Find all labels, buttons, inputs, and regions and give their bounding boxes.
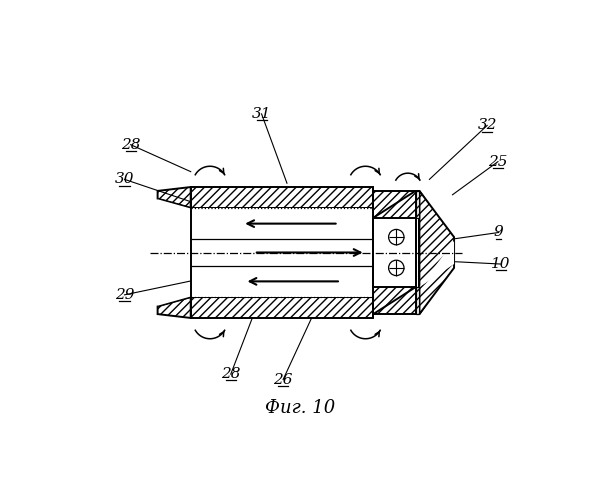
Polygon shape	[420, 191, 454, 314]
Bar	[191, 208, 373, 297]
Polygon shape	[415, 287, 420, 314]
Text: Фиг. 10: Фиг. 10	[265, 399, 335, 417]
Text: 32: 32	[477, 118, 497, 132]
Polygon shape	[373, 191, 420, 314]
Text: 28: 28	[221, 367, 241, 381]
Polygon shape	[373, 218, 415, 287]
Text: 28: 28	[121, 138, 140, 151]
Polygon shape	[415, 220, 418, 286]
Polygon shape	[158, 297, 191, 318]
Text: 10: 10	[491, 257, 510, 271]
Text: 25: 25	[488, 154, 507, 168]
Polygon shape	[158, 187, 191, 208]
Polygon shape	[420, 191, 454, 314]
Polygon shape	[191, 208, 373, 240]
Polygon shape	[191, 187, 373, 208]
Polygon shape	[415, 191, 420, 218]
Text: 29: 29	[115, 288, 134, 302]
Polygon shape	[158, 198, 191, 306]
Text: 30: 30	[115, 172, 134, 186]
Polygon shape	[191, 297, 373, 318]
Text: 31: 31	[252, 107, 272, 121]
Text: 9: 9	[494, 226, 504, 239]
Text: 26: 26	[273, 372, 293, 386]
Polygon shape	[420, 241, 454, 287]
